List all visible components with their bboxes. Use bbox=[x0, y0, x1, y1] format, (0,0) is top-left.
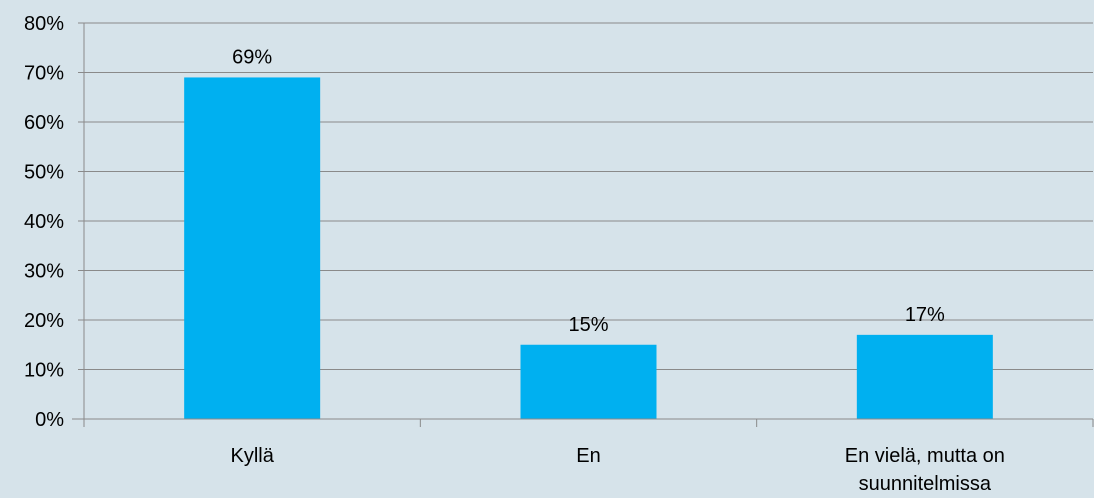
y-tick-label: 50% bbox=[24, 162, 64, 184]
category-label: Kyllä bbox=[230, 445, 274, 467]
y-tick-label: 30% bbox=[24, 261, 64, 283]
data-labels: 69% 15% 17% bbox=[232, 46, 945, 335]
bar bbox=[856, 334, 993, 419]
category-label: En vielä, mutta on bbox=[845, 445, 1005, 467]
y-tick-label: 80% bbox=[24, 13, 64, 35]
y-tick-label: 60% bbox=[24, 112, 64, 134]
y-tick-label: 70% bbox=[24, 63, 64, 85]
category-label: En bbox=[576, 445, 600, 467]
data-label: 17% bbox=[905, 304, 945, 326]
x-axis bbox=[72, 22, 1094, 427]
y-tick-label: 10% bbox=[24, 360, 64, 382]
y-tick-label: 40% bbox=[24, 211, 64, 233]
data-label: 15% bbox=[568, 314, 608, 336]
y-tick-label: 20% bbox=[24, 310, 64, 332]
y-tick-label: 0% bbox=[35, 409, 64, 431]
bars bbox=[184, 77, 993, 419]
data-label: 69% bbox=[232, 46, 272, 68]
bar bbox=[184, 77, 321, 419]
bar bbox=[520, 344, 657, 419]
category-label: suunnitelmissa bbox=[859, 473, 992, 495]
category-labels: Kyllä En En vielä, mutta on suunnitelmissa bbox=[230, 445, 1004, 495]
y-axis-tick-labels: 0% 10% 20% 30% 40% 50% 60% 70% 80% bbox=[24, 13, 64, 431]
